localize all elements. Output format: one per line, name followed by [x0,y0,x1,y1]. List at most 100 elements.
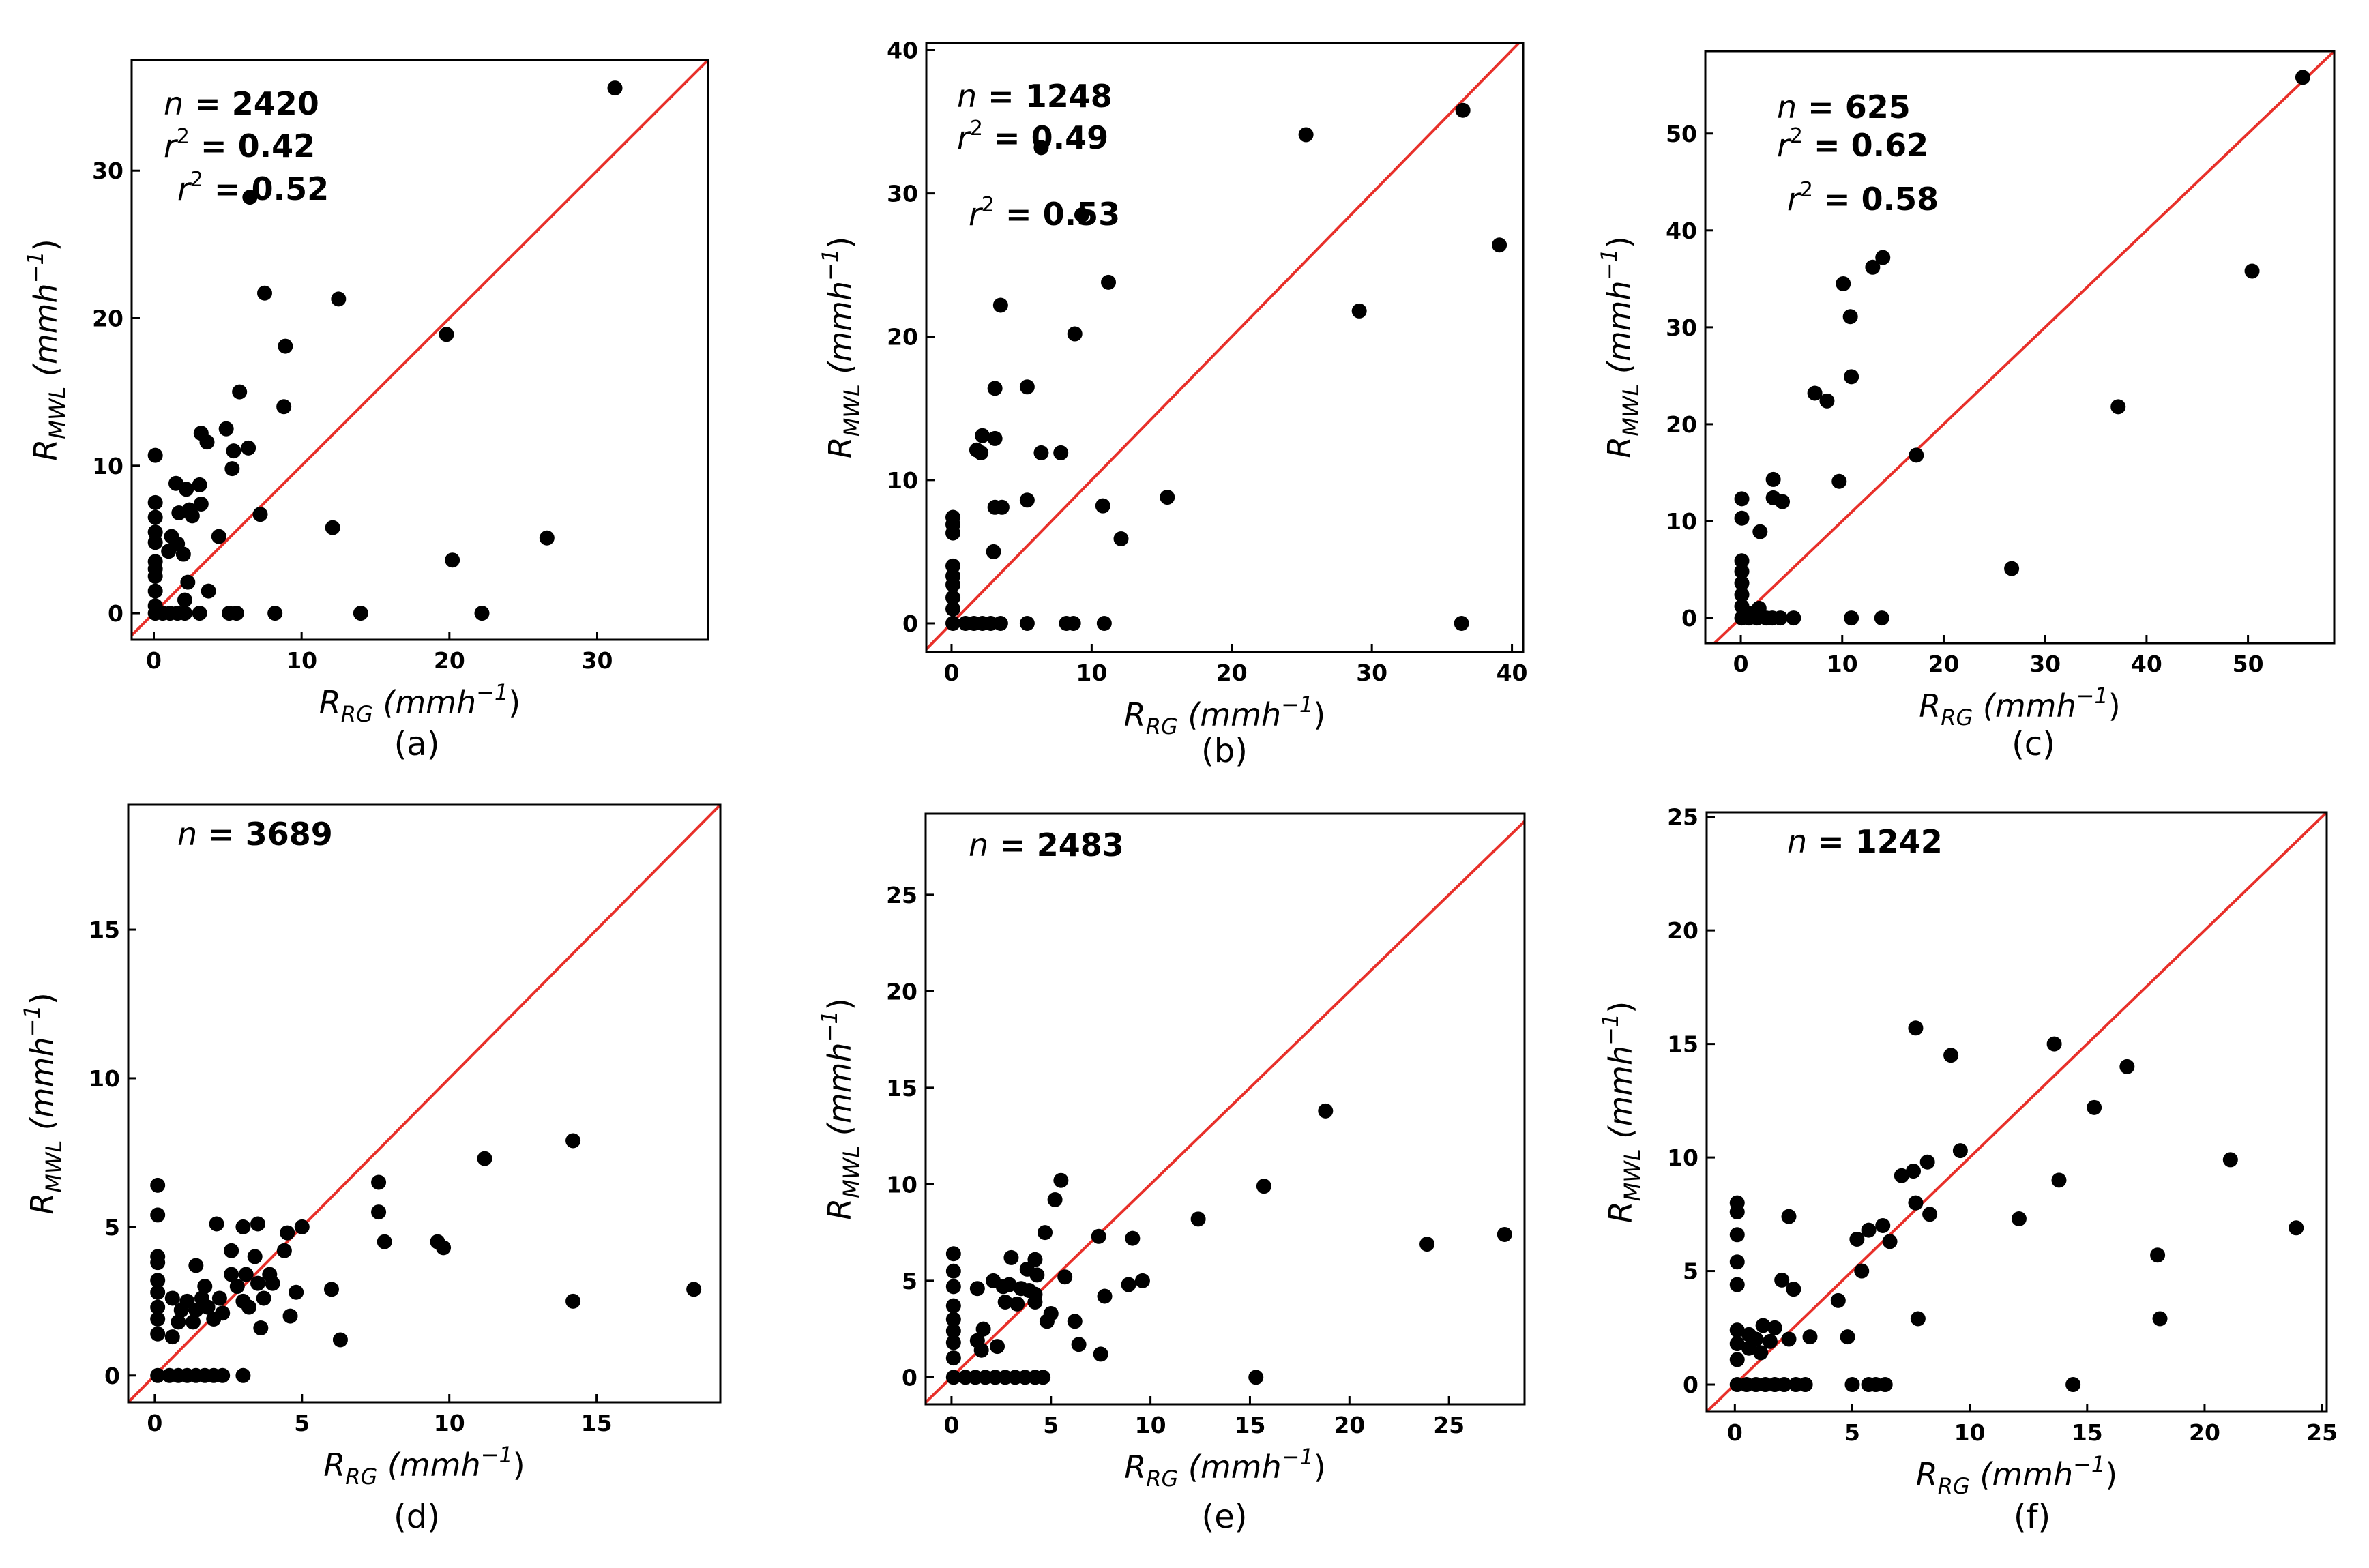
data-point [1767,1320,1782,1335]
x-tick-label: 40 [1497,660,1528,686]
y-tick-label: 30 [887,181,918,207]
data-point [192,606,207,621]
data-point [1010,1296,1025,1312]
panel-label: (c) [2012,725,2055,763]
data-point [686,1282,702,1297]
data-point [1734,587,1750,602]
data-point [197,1279,213,1295]
data-point [1865,259,1881,275]
data-point [177,592,192,608]
data-point [332,1332,348,1348]
one-to-one-line [926,43,1520,651]
data-point [164,1329,180,1345]
x-tick-label: 20 [2189,1419,2220,1446]
data-point [371,1174,387,1190]
data-point [250,1275,266,1291]
data-point [215,1367,231,1383]
y-axis-label: RMWL (mmh−1) [1598,1001,1645,1224]
data-point [1038,1225,1053,1241]
data-point [1734,575,1750,591]
panel-label: (a) [394,725,440,763]
data-point [232,384,248,400]
data-point [209,1216,224,1232]
data-point [2289,1220,2304,1236]
r2-annotation: r2 = 0.62 [1777,124,1928,164]
data-point [206,1311,222,1327]
data-point [150,1177,166,1193]
data-point [177,606,192,621]
data-point [252,507,268,522]
y-tick-label: 15 [89,917,120,943]
data-point [278,338,293,354]
x-tick-label: 10 [1954,1419,1986,1446]
data-point [1160,490,1175,505]
data-point [323,1282,339,1297]
data-point [325,520,340,535]
data-point [1454,615,1469,631]
data-point [1844,610,1859,626]
data-point [265,1275,280,1291]
x-tick-label: 50 [2233,651,2264,677]
data-point [1773,610,1789,626]
data-point [1781,1331,1797,1347]
y-tick-label: 20 [887,324,918,351]
data-point [1039,1314,1055,1329]
data-point [986,544,1001,559]
data-point [1830,1292,1846,1308]
data-point [1729,1352,1745,1367]
data-point [1134,1273,1150,1288]
data-point [186,1314,201,1330]
x-axis-label: RRG (mmh−1) [319,679,520,727]
data-point [2244,263,2260,279]
data-point [1762,1333,1778,1349]
data-point [1729,1322,1745,1338]
data-point [945,601,961,617]
x-axis-label: RRG (mmh−1) [1124,1444,1325,1492]
n-annotation: n = 1248 [957,78,1113,115]
y-tick-label: 0 [902,610,918,637]
data-point [1752,524,1768,539]
data-point [973,1342,989,1358]
data-point [238,1267,254,1282]
data-point [171,1314,186,1330]
data-point [1455,102,1471,118]
data-point [1071,1337,1087,1352]
x-tick-label: 20 [434,647,465,674]
data-point [247,1249,263,1264]
y-tick-label: 5 [902,1268,917,1295]
y-tick-label: 20 [1667,917,1698,944]
data-point [1053,1172,1069,1188]
data-point [171,505,187,520]
data-point [1190,1211,1206,1227]
data-point [371,1204,387,1220]
data-point [1734,491,1750,507]
x-tick-label: 15 [1234,1412,1265,1438]
data-point [1882,1234,1898,1249]
y-tick-label: 10 [89,1065,120,1092]
data-point [1807,385,1823,401]
data-point [211,529,226,544]
data-point [945,1312,961,1327]
data-point [1033,140,1049,156]
data-point [1729,1254,1745,1270]
data-point [1093,1346,1108,1362]
data-point [150,1311,166,1327]
x-axis-label: RRG (mmh−1) [323,1442,525,1490]
data-point [1874,610,1889,626]
data-point [945,1370,961,1385]
x-tick-label: 15 [581,1410,613,1436]
y-axis-label: RMWL (mmh−1) [1596,236,1644,458]
x-tick-label: 0 [943,660,959,686]
y-axis-label: RMWL (mmh−1) [19,992,67,1215]
data-point [1001,1277,1017,1292]
x-tick-label: 5 [1043,1412,1059,1438]
data-point [377,1234,392,1249]
data-point [150,1326,166,1342]
y-tick-label: 20 [886,978,917,1005]
data-point [1019,615,1035,631]
data-point [257,285,272,301]
y-tick-label: 40 [887,38,918,64]
data-point [1729,1204,1745,1219]
data-point [945,525,961,541]
one-to-one-line [128,805,720,1402]
